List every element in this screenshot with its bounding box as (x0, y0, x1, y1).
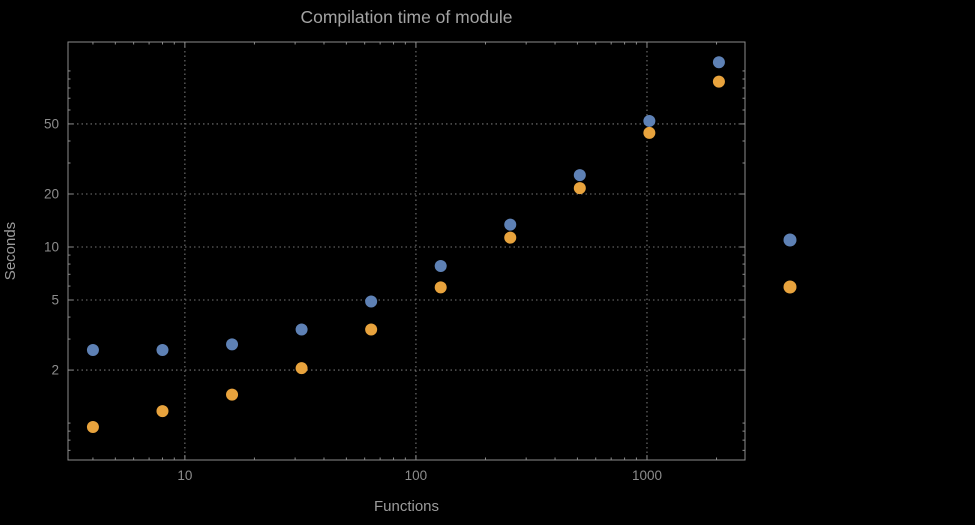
grid-lines (68, 42, 745, 460)
x-tick-label: 100 (405, 468, 428, 483)
data-point-orange (295, 362, 308, 375)
legend-marker (783, 280, 797, 294)
data-point-orange (504, 231, 517, 244)
data-point-orange (365, 323, 378, 336)
data-point-orange (156, 405, 169, 418)
data-point-orange (573, 182, 586, 195)
y-tick-label: 2 (51, 363, 59, 378)
x-tick-label: 10 (177, 468, 192, 483)
data-point-blue (643, 114, 656, 127)
data-point-orange (643, 126, 656, 139)
data-point-blue (434, 260, 447, 273)
x-tick-labels: 10 100 1000 (177, 468, 662, 483)
data-point-orange (86, 420, 99, 433)
y-tick-label: 5 (51, 293, 59, 308)
y-tick-label: 10 (44, 240, 59, 255)
legend-marker (783, 233, 797, 247)
data-point-blue (712, 56, 725, 69)
x-tick-label: 1000 (632, 468, 662, 483)
x-axis-label: Functions (374, 498, 439, 515)
y-axis-label: Seconds (2, 222, 19, 280)
data-point-blue (365, 295, 378, 308)
y-tick-labels: 2 5 10 20 50 (44, 116, 59, 377)
data-point-blue (226, 338, 239, 351)
data-point-blue (156, 344, 169, 357)
y-tick-label: 50 (44, 116, 59, 131)
legend-markers (783, 233, 797, 294)
data-points (86, 56, 725, 433)
data-point-orange (712, 75, 725, 88)
data-point-blue (295, 323, 308, 336)
tick-marks (68, 42, 745, 460)
y-tick-label: 20 (44, 187, 59, 202)
data-point-orange (434, 281, 447, 294)
data-point-blue (504, 218, 517, 231)
chart-title: Compilation time of module (300, 7, 512, 27)
data-point-orange (226, 388, 239, 401)
plot-frame (67, 41, 746, 461)
data-point-blue (573, 169, 586, 182)
data-point-blue (86, 344, 99, 357)
